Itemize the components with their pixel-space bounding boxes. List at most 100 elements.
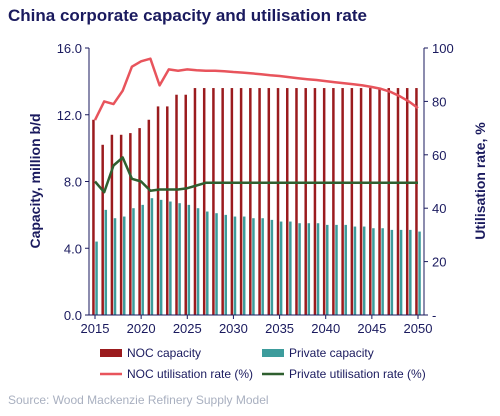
private-capacity-bar	[279, 221, 283, 315]
private-capacity-bar	[289, 221, 292, 315]
private-capacity-bar	[298, 223, 301, 315]
y-axis-left-label: Capacity, million b/d	[27, 113, 43, 248]
noc-capacity-bar	[396, 88, 400, 315]
private-capacity-bar	[215, 213, 218, 315]
noc-capacity-bar	[267, 88, 271, 315]
noc-capacity-bar	[212, 88, 215, 315]
noc-capacity-bar	[313, 88, 317, 315]
x-tick-label: 2050	[404, 321, 433, 336]
private-capacity-bar	[344, 224, 347, 315]
private-capacity-bar	[178, 203, 181, 315]
noc-capacity-bar	[110, 134, 114, 315]
noc-capacity-bar	[184, 94, 187, 315]
private-capacity-bar	[196, 208, 200, 315]
private-capacity-bar	[316, 223, 320, 315]
noc-capacity-bar	[249, 88, 252, 315]
y-right-tick-label: 60	[432, 148, 446, 163]
private-capacity-bar	[252, 218, 255, 315]
noc-capacity-bar	[239, 88, 243, 315]
private-capacity-bar	[270, 219, 274, 315]
noc-capacity-bar	[295, 88, 298, 315]
noc-capacity-bar	[129, 133, 132, 315]
private-capacity-bar	[307, 223, 311, 315]
noc-capacity-bar	[378, 88, 381, 315]
private-capacity-bar	[187, 204, 191, 315]
y-right-tick-label: 80	[432, 94, 446, 109]
private-capacity-bar	[372, 228, 375, 315]
y-left-tick-label: 0.0	[64, 308, 82, 323]
private-capacity-bar	[159, 199, 163, 315]
chart-title: China corporate capacity and utilisation…	[8, 6, 367, 25]
x-tick-label: 2025	[173, 321, 202, 336]
noc-capacity-bar	[101, 144, 104, 315]
private-capacity-bar	[233, 216, 237, 315]
private-capacity-bar	[326, 224, 329, 315]
private-capacity-bar	[132, 208, 135, 315]
noc-capacity-bar	[119, 134, 123, 315]
private-capacity-bar	[95, 241, 98, 315]
noc-capacity-bar	[350, 88, 354, 315]
bars	[92, 88, 421, 315]
y-left-tick-label: 12.0	[57, 108, 82, 123]
lines	[93, 57, 419, 194]
noc-capacity-bar	[138, 128, 141, 315]
private-capacity-bar	[206, 211, 209, 315]
y-right-tick-label: 20	[432, 255, 446, 270]
x-tick-label: 2015	[81, 321, 110, 336]
y-left-tick-label: 16.0	[57, 41, 82, 56]
y-right-tick-label: 100	[432, 41, 454, 56]
y-left-tick-label: 4.0	[64, 241, 82, 256]
noc-capacity-bar	[286, 88, 289, 315]
noc-capacity-bar	[405, 88, 409, 315]
private-capacity-bar	[224, 214, 227, 315]
noc-capacity-bar	[276, 88, 280, 315]
noc-utilisation-line	[93, 57, 419, 121]
private-capacity-bar	[418, 231, 421, 315]
private-capacity-bar	[335, 224, 338, 315]
y-right-tick-label: 40	[432, 201, 446, 216]
noc-capacity-bar	[415, 88, 418, 315]
private-capacity-bar	[150, 198, 154, 315]
noc-capacity-bar	[322, 88, 326, 315]
legend: NOC capacity Private capacity NOC utilisat…	[100, 346, 426, 381]
private-capacity-bar	[242, 216, 246, 315]
private-capacity-bar	[362, 226, 366, 315]
legend-label: Private capacity	[289, 346, 374, 360]
private-capacity-bar	[141, 204, 144, 315]
private-capacity-bar	[261, 218, 264, 315]
legend-swatch	[262, 349, 284, 357]
private-capacity-bar	[104, 209, 108, 315]
legend-label: NOC capacity	[127, 346, 201, 360]
noc-capacity-bar	[175, 94, 178, 315]
private-capacity-bar	[169, 201, 172, 315]
y-right-tick-label: -	[432, 308, 436, 323]
legend-label: NOC utilisation rate (%)	[127, 367, 253, 381]
y-left-tick-label: 8.0	[64, 175, 82, 190]
x-tick-label: 2020	[127, 321, 156, 336]
noc-capacity-bar	[221, 88, 224, 315]
x-tick-label: 2030	[219, 321, 248, 336]
noc-capacity-bar	[166, 106, 169, 315]
noc-capacity-bar	[147, 119, 151, 315]
y-axis-right-label: Utilisation rate, %	[472, 122, 488, 240]
noc-capacity-bar	[341, 88, 344, 315]
noc-capacity-bar	[369, 88, 372, 315]
private-capacity-bar	[399, 229, 403, 315]
private-capacity-bar	[122, 216, 126, 315]
private-capacity-bar	[353, 226, 357, 315]
x-tick-label: 2040	[311, 321, 340, 336]
source-note: Source: Wood Mackenzie Refinery Supply M…	[8, 393, 269, 407]
private-capacity-bar	[390, 229, 394, 315]
noc-capacity-bar	[258, 88, 261, 315]
legend-label: Private utilisation rate (%)	[289, 367, 426, 381]
legend-swatch	[100, 349, 122, 357]
noc-capacity-bar	[193, 88, 197, 315]
private-capacity-bar	[409, 229, 412, 315]
noc-capacity-bar	[387, 88, 391, 315]
noc-capacity-bar	[332, 88, 335, 315]
noc-capacity-bar	[304, 88, 307, 315]
noc-capacity-bar	[359, 88, 363, 315]
private-capacity-bar	[381, 228, 384, 315]
